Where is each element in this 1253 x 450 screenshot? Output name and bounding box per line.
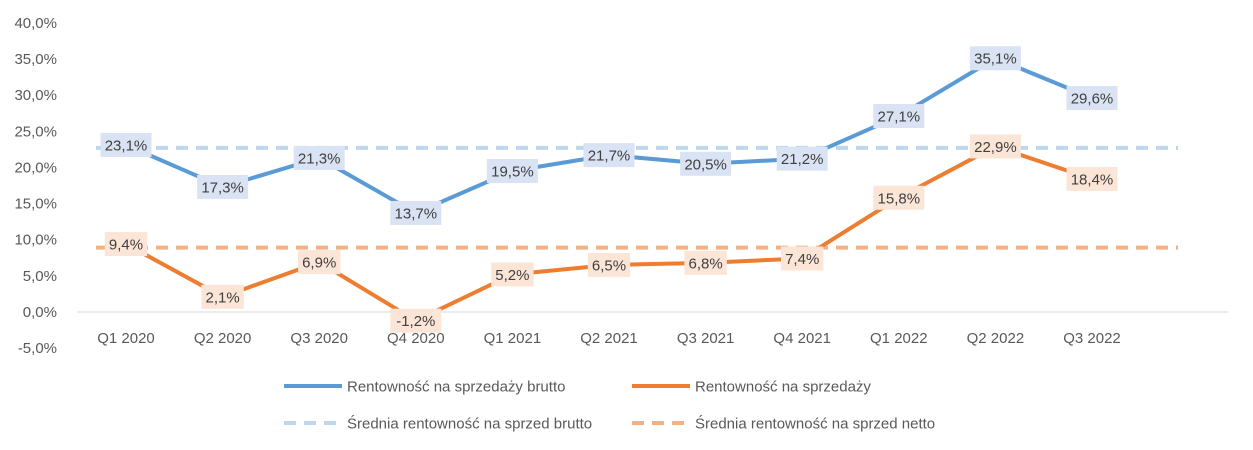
data-label: 21,2% bbox=[781, 151, 824, 168]
data-label: 9,4% bbox=[109, 237, 143, 254]
data-label-box bbox=[1066, 85, 1118, 110]
x-tick-label: Q1 2022 bbox=[870, 330, 928, 347]
data-label: 21,7% bbox=[588, 148, 631, 165]
data-label-box bbox=[1066, 166, 1118, 191]
data-label: 5,2% bbox=[495, 267, 529, 284]
data-label: -1,2% bbox=[396, 313, 435, 330]
data-label: 15,8% bbox=[878, 190, 921, 207]
data-label-box bbox=[486, 159, 538, 184]
x-tick-label: Q2 2020 bbox=[194, 330, 252, 347]
legend: Rentowność na sprzedaży brutto Rentowność… bbox=[284, 379, 935, 433]
legend-label: Średnia rentowność na sprzed netto bbox=[695, 415, 935, 433]
data-label: 17,3% bbox=[201, 179, 244, 196]
data-label: 35,1% bbox=[974, 51, 1017, 68]
data-label-box bbox=[781, 246, 824, 271]
data-label-box bbox=[293, 146, 345, 171]
average-lines bbox=[96, 145, 1178, 250]
data-label-box bbox=[298, 250, 341, 275]
x-tick-label: Q1 2020 bbox=[97, 330, 155, 347]
data-label: 18,4% bbox=[1071, 171, 1114, 188]
data-label: 21,3% bbox=[298, 151, 341, 168]
data-label-box bbox=[491, 262, 534, 287]
x-tick-label: Q2 2022 bbox=[967, 330, 1025, 347]
data-label: 27,1% bbox=[878, 109, 921, 126]
y-tick-label: 40,0% bbox=[14, 15, 57, 32]
data-label: 23,1% bbox=[105, 137, 148, 154]
data-label-box bbox=[873, 185, 925, 210]
data-label-box bbox=[776, 146, 828, 171]
y-tick-label: 15,0% bbox=[14, 196, 57, 213]
legend-label: Średnia rentowność na sprzed brutto bbox=[347, 415, 592, 433]
data-label-box bbox=[100, 132, 152, 157]
data-label: 20,5% bbox=[684, 156, 727, 173]
x-tick-label: Q4 2020 bbox=[387, 330, 445, 347]
x-tick-label: Q3 2021 bbox=[677, 330, 735, 347]
data-label-box bbox=[201, 284, 244, 309]
y-axis: -5,0% 0,0% 5,0% 10,0% 15,0% 20,0% 25,0% 30,0% 35… bbox=[14, 15, 57, 357]
data-label: 2,1% bbox=[205, 289, 239, 306]
data-label-box bbox=[197, 174, 249, 199]
y-tick-label: 30,0% bbox=[14, 87, 57, 104]
legend-label: Rentowność na sprzedaży bbox=[695, 379, 871, 396]
data-label: 6,8% bbox=[688, 255, 722, 272]
series-lines bbox=[124, 56, 1094, 323]
data-label: 29,6% bbox=[1071, 90, 1114, 107]
data-label-box bbox=[969, 134, 1021, 159]
data-label: 19,5% bbox=[491, 164, 534, 181]
data-label: 13,7% bbox=[395, 205, 438, 222]
data-label-box bbox=[680, 151, 732, 176]
data-label-box bbox=[390, 308, 442, 333]
data-label-box bbox=[684, 250, 727, 275]
y-tick-label: 5,0% bbox=[23, 268, 57, 285]
data-labels: 23,1% 17,3% 21,3% 13,7% 19,5% 21,7% 20,5% 21,2%… bbox=[100, 46, 1118, 333]
x-tick-label: Q2 2021 bbox=[580, 330, 638, 347]
y-tick-label: 25,0% bbox=[14, 123, 57, 140]
data-label-box bbox=[969, 46, 1021, 71]
x-tick-label: Q4 2021 bbox=[773, 330, 831, 347]
data-label: 6,9% bbox=[302, 255, 336, 272]
x-axis: Q1 2020 Q2 2020 Q3 2020 Q4 2020 Q1 2021 Q2 20… bbox=[77, 311, 1228, 347]
series-line bbox=[124, 56, 1094, 215]
legend-label: Rentowność na sprzedaży brutto bbox=[347, 379, 565, 396]
data-label: 7,4% bbox=[785, 251, 819, 268]
x-tick-label: Q3 2022 bbox=[1063, 330, 1121, 347]
x-tick-label: Q3 2020 bbox=[290, 330, 348, 347]
data-label: 22,9% bbox=[974, 139, 1017, 156]
y-tick-label: 10,0% bbox=[14, 232, 57, 249]
y-tick-label: 0,0% bbox=[23, 304, 57, 321]
data-label-box bbox=[104, 232, 148, 257]
data-label-box bbox=[390, 200, 442, 225]
data-label-box bbox=[583, 143, 635, 168]
y-tick-label: 20,0% bbox=[14, 159, 57, 176]
data-label: 6,5% bbox=[592, 258, 626, 275]
x-tick-label: Q1 2021 bbox=[484, 330, 542, 347]
data-label-box bbox=[587, 253, 631, 278]
y-tick-label: -5,0% bbox=[18, 340, 57, 357]
y-tick-label: 35,0% bbox=[14, 51, 57, 68]
data-label-box bbox=[873, 104, 925, 129]
